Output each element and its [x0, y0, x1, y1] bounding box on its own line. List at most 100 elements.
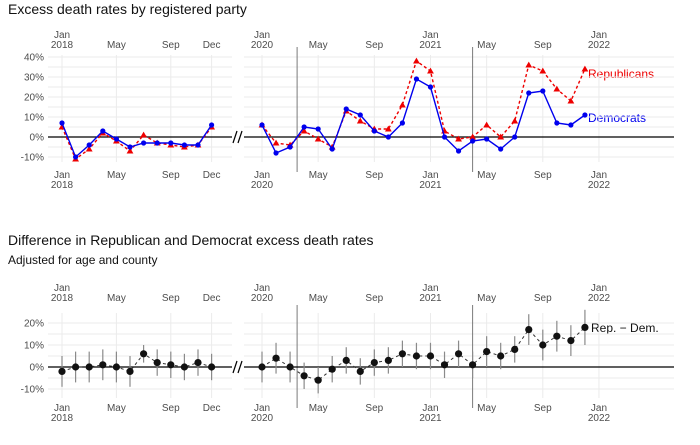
p1-diff-point-s0-3 [99, 361, 107, 369]
p0-point-republicans-s1-7 [356, 117, 364, 124]
p0-ytick-0: -10% [21, 153, 44, 164]
p0-line-democrats-s1 [261, 77, 586, 154]
p0-point-democrats-s0-10 [195, 142, 201, 148]
p0-point-democrats-s0-5 [127, 144, 133, 150]
p0-point-democrats-s1-13 [441, 134, 448, 140]
p0-xtick-bottom-s1-0: Jan 2020 [251, 170, 274, 191]
p1-xtick-bottom-s1-3: Jan 2021 [419, 403, 442, 424]
p1-diff-point-s1-18 [511, 345, 519, 353]
p1-diff-point-s1-0 [258, 363, 266, 371]
chart1-title: Excess death rates by registered party [8, 1, 247, 17]
p0-ytick-5: 40% [24, 53, 44, 64]
p0-point-democrats-s1-23 [582, 112, 588, 118]
p0-point-republicans-s0-6 [140, 131, 147, 138]
p0-point-democrats-s1-7 [357, 112, 363, 118]
p1-diff-point-s1-19 [525, 326, 533, 334]
p1-xtick-bottom-s0-2: Sep [162, 403, 180, 414]
p0-point-republicans-s1-17 [497, 133, 505, 140]
p1-diff-point-s1-8 [370, 359, 378, 367]
p1-diff-point-s1-5 [328, 365, 336, 373]
p0-point-democrats-s0-11 [209, 122, 215, 128]
p0-point-democrats-s1-6 [343, 106, 349, 112]
p1-xtick-top-s0-3: Dec [203, 293, 221, 304]
p0-point-democrats-s1-20 [540, 88, 546, 94]
p1-xtick-top-s1-6: Jan 2022 [588, 283, 611, 304]
p0-xtick-bottom-s1-6: Jan 2022 [588, 170, 611, 191]
p0-point-democrats-s1-0 [259, 122, 265, 128]
p0-point-democrats-s1-1 [273, 150, 279, 156]
p0-point-democrats-s1-17 [498, 146, 504, 152]
p1-xtick-top-s1-3: Jan 2021 [419, 283, 442, 304]
p1-xtick-top-s1-1: May [309, 293, 328, 304]
p0-point-republicans-s1-14 [455, 135, 462, 142]
p1-xtick-bottom-s1-5: Sep [534, 403, 552, 414]
p0-point-democrats-s1-9 [385, 134, 391, 140]
p1-axis-break-a [232, 360, 238, 374]
p1-diff-point-s0-6 [140, 350, 148, 358]
p0-xtick-top-s1-6: Jan 2022 [588, 30, 611, 51]
p0-point-democrats-s1-12 [427, 84, 434, 90]
p0-xtick-top-s1-1: May [309, 40, 328, 51]
p0-point-republicans-s0-5 [126, 147, 134, 154]
p0-point-republicans-s1-20 [539, 67, 547, 74]
legend-republicans: Republicans [588, 67, 654, 81]
p0-point-democrats-s1-14 [455, 148, 462, 154]
p1-diff-point-s1-4 [314, 376, 322, 384]
p1-diff-point-s0-9 [180, 363, 188, 371]
p1-axis-break-b [237, 360, 243, 374]
p0-point-democrats-s0-0 [59, 120, 65, 126]
p1-diff-point-s1-2 [286, 363, 294, 371]
p0-point-republicans-s1-16 [483, 121, 491, 128]
p1-xtick-bottom-s0-1: May [107, 403, 126, 414]
p0-ytick-4: 30% [24, 73, 44, 84]
chart2-subtitle: Adjusted for age and county [8, 253, 157, 267]
p1-diff-point-s1-21 [553, 332, 561, 340]
p1-xtick-bottom-s1-2: Sep [365, 403, 383, 414]
p0-point-democrats-s0-1 [73, 154, 79, 160]
p0-xtick-bottom-s0-3: Dec [203, 170, 221, 181]
p0-point-republicans-s1-9 [384, 125, 392, 132]
p1-xtick-top-s0-2: Sep [162, 293, 180, 304]
p0-point-democrats-s0-2 [86, 142, 92, 148]
legend-rep-minus-dem: Rep. − Dem. [591, 321, 659, 335]
p0-point-democrats-s1-11 [413, 76, 420, 82]
p0-point-democrats-s1-2 [287, 144, 293, 150]
p1-diff-point-s0-2 [85, 363, 93, 371]
p1-xtick-top-s1-0: Jan 2020 [251, 283, 274, 304]
p1-diff-point-s1-1 [272, 354, 280, 362]
p0-xtick-top-s1-2: Sep [365, 40, 383, 51]
p1-diff-point-s1-13 [440, 361, 449, 369]
p0-ytick-1: 0% [30, 133, 45, 144]
p1-xtick-bottom-s1-1: May [309, 403, 328, 414]
p1-xtick-bottom-s1-4: May [477, 403, 496, 414]
p0-point-republicans-s1-18 [511, 117, 519, 124]
p0-ytick-3: 20% [24, 93, 44, 104]
p0-ytick-2: 10% [24, 113, 44, 124]
p0-point-democrats-s0-7 [154, 140, 160, 146]
p0-xtick-top-s1-5: Sep [534, 40, 552, 51]
p1-diff-point-s0-11 [208, 363, 216, 371]
p0-point-democrats-s1-10 [399, 120, 405, 126]
p0-point-republicans-s1-10 [399, 101, 406, 108]
p1-diff-point-s0-5 [126, 367, 134, 375]
p0-xtick-top-s1-3: Jan 2021 [419, 30, 442, 51]
p0-point-republicans-s1-1 [272, 139, 280, 146]
p0-line-republicans-s0 [61, 126, 213, 161]
p1-diff-point-s1-12 [426, 352, 435, 360]
p0-point-democrats-s0-6 [141, 140, 147, 146]
p0-xtick-top-s0-3: Dec [203, 40, 221, 51]
p0-point-republicans-s1-4 [314, 135, 322, 142]
p0-xtick-bottom-s1-4: May [477, 170, 496, 181]
p1-xtick-top-s1-4: May [477, 293, 496, 304]
p1-diff-line-s1 [261, 327, 586, 381]
p1-diff-point-s1-22 [567, 337, 575, 345]
p0-point-democrats-s0-9 [181, 142, 187, 148]
p1-xtick-bottom-s1-6: Jan 2022 [588, 403, 611, 424]
p1-xtick-top-s0-0: Jan 2018 [51, 283, 74, 304]
chart2-title: Difference in Republican and Democrat ex… [8, 232, 374, 248]
p1-xtick-top-s1-2: Sep [365, 293, 383, 304]
p0-xtick-top-s1-4: May [477, 40, 496, 51]
p1-diff-point-s0-4 [112, 363, 120, 371]
p1-xtick-top-s0-1: May [107, 293, 126, 304]
p0-point-democrats-s1-5 [329, 146, 335, 152]
